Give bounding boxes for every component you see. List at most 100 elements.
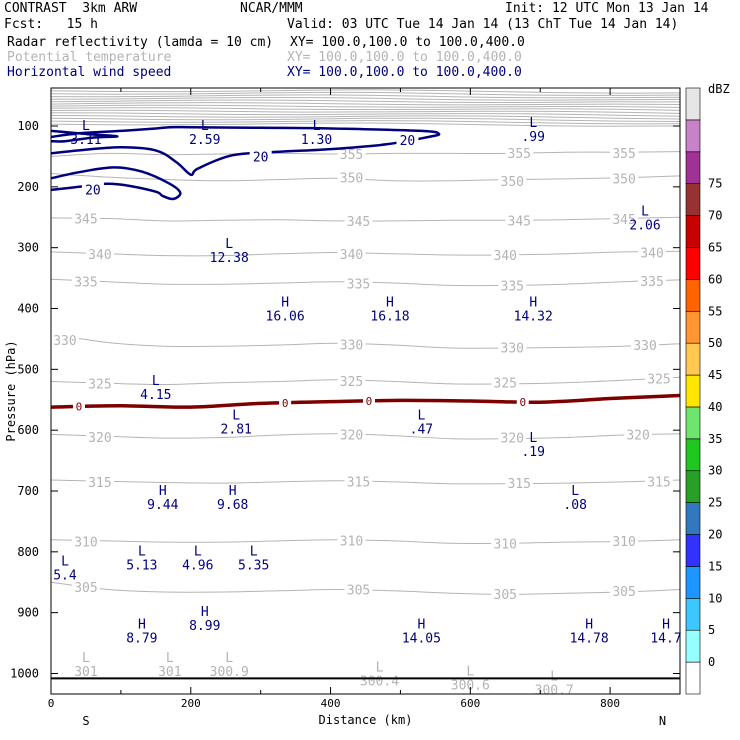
isentrope-label: 335 [640, 275, 663, 290]
isentrope-label: 305 [347, 584, 370, 599]
isentrope-label: 305 [612, 585, 635, 600]
theta-extremum-type: L [376, 660, 384, 675]
wind-extremum-value: 5.13 [126, 558, 157, 573]
wind-extremum-type: H [138, 617, 146, 632]
colorbar-level-label: 50 [708, 336, 722, 350]
y-tick-label: 300 [17, 241, 39, 255]
zero-isotherm-label-bg [279, 396, 292, 409]
y-tick-label: 500 [17, 362, 39, 376]
isentrope-label: 350 [340, 172, 363, 187]
y-tick-label: 900 [17, 606, 39, 620]
isentrope-label: 320 [501, 431, 524, 446]
wind-contour-20 [51, 129, 119, 143]
wind-extremum-value: 5.35 [238, 558, 269, 573]
isentrope-label-bg [337, 147, 366, 162]
init-time: Init: 12 UTC Mon 13 Jan 14 [505, 1, 709, 16]
wind-extremum-type: L [571, 484, 579, 499]
isentrope-upper [51, 107, 680, 111]
wind-extremum-value: 4.96 [182, 558, 213, 573]
isentrope-upper [51, 109, 680, 114]
field-theta-xy: XY= 100.0,100.0 to 100.0,400.0 [287, 50, 522, 65]
wind-contour-20 [51, 166, 182, 201]
wind-extremum-value: 4.15 [140, 388, 171, 403]
isentrope-label-bg [337, 246, 366, 261]
wind-extremum-type: L [250, 544, 258, 559]
isentrope-label: 310 [74, 535, 97, 550]
isentrope-label-bg [71, 580, 100, 595]
isentrope-label-bg [498, 173, 527, 188]
wind-contour-label: 20 [85, 183, 101, 198]
y-tick-label: 100 [17, 119, 39, 133]
colorbar-swatch [685, 87, 701, 121]
colorbar-swatch [685, 502, 701, 535]
colorbar-swatch [685, 151, 701, 184]
colorbar-level-label: 25 [708, 496, 722, 510]
wind-extremum-type: H [159, 484, 167, 499]
theta-extremum-value: 300.9 [210, 665, 249, 680]
zero-isotherm-label-bg [72, 400, 85, 413]
x-tick-label: 600 [460, 697, 480, 710]
x-tick-label: 200 [181, 697, 201, 710]
wind-extremum-type: L [641, 204, 649, 219]
wind-extremum-type: H [281, 296, 289, 311]
wind-extremum-value: 14.05 [402, 631, 441, 646]
theta-extremum-type: L [550, 670, 558, 685]
field-reflectivity-xy: XY= 100.0,100.0 to 100.0,400.0 [290, 35, 525, 50]
theta-extremum-value: 300.4 [360, 674, 399, 689]
valid-time: Valid: 03 UTC Tue 14 Jan 14 (13 ChT Tue … [287, 17, 679, 32]
wind-extremum-value: 2.81 [221, 423, 252, 438]
y-tick-label: 200 [17, 180, 39, 194]
wind-extremum-value: 2.59 [189, 133, 220, 148]
isentrope-label: 345 [612, 213, 635, 228]
colorbar-swatch [685, 183, 701, 216]
isentrope-label-bg [337, 427, 366, 442]
colorbar-swatch [685, 119, 701, 153]
colorbar-unit: dBZ [708, 82, 730, 96]
colorbar-swatch [685, 279, 701, 312]
isentrope-upper [51, 94, 680, 99]
wind-extremum-value: 1.30 [301, 133, 332, 148]
isentrope-label-bg [498, 278, 527, 293]
isentrope-upper [51, 104, 680, 108]
colorbar-swatch [685, 566, 701, 599]
isentrope-label-bg [491, 247, 520, 262]
isentrope-label: 350 [501, 175, 524, 190]
wind-extremum-type: L [61, 555, 69, 570]
isentrope-label-bg [337, 373, 366, 388]
wind-extremum-type: H [229, 484, 237, 499]
isentrope-label-bg [610, 212, 639, 227]
theta-extremum-value: 300.7 [535, 684, 574, 699]
isentrope-upper [51, 91, 680, 96]
wind-extremum-type: L [232, 409, 240, 424]
wind-extremum-value: 16.18 [370, 310, 409, 325]
plot-frame [50, 87, 681, 695]
wind-extremum-type: H [201, 605, 209, 620]
wind-extremum-value: 14.78 [570, 631, 609, 646]
theta-extremum-type: L [225, 651, 233, 666]
zero-isotherm-label: 0 [519, 396, 526, 409]
x-axis-title: Distance (km) [319, 713, 413, 727]
wind-extremum-value: 3.11 [70, 133, 101, 148]
zero-isotherm-label: 0 [76, 401, 83, 414]
zero-isotherm-label: 0 [366, 395, 373, 408]
isentrope-label-bg [51, 333, 79, 348]
wind-extremum-value: 5.4 [53, 569, 77, 584]
isentrope-label-bg [71, 211, 100, 226]
y-tick-label: 400 [17, 302, 39, 316]
isentrope-label-bg [85, 376, 114, 391]
colorbar-swatch [685, 247, 701, 280]
colorbar-swatch [685, 438, 701, 472]
isentrope-upper [51, 97, 680, 101]
isentrope-label-bg [610, 533, 639, 548]
isentrope-label: 320 [626, 428, 649, 443]
isentrope-label: 325 [647, 372, 670, 387]
isentrope-label: 345 [74, 212, 97, 227]
theta-extremum-value: 300.6 [451, 679, 490, 694]
isentrope-label: 310 [494, 537, 517, 552]
isentrope-label: 315 [347, 475, 370, 490]
isentropes: 355 355 355 350 350 350 345 345 345 345 340 340 340 3… [51, 89, 680, 603]
wind-contour-label-bg [81, 182, 104, 197]
isentrope-upper [51, 114, 680, 120]
isentrope-label: 305 [74, 581, 97, 596]
isentrope-label-bg [610, 145, 639, 160]
